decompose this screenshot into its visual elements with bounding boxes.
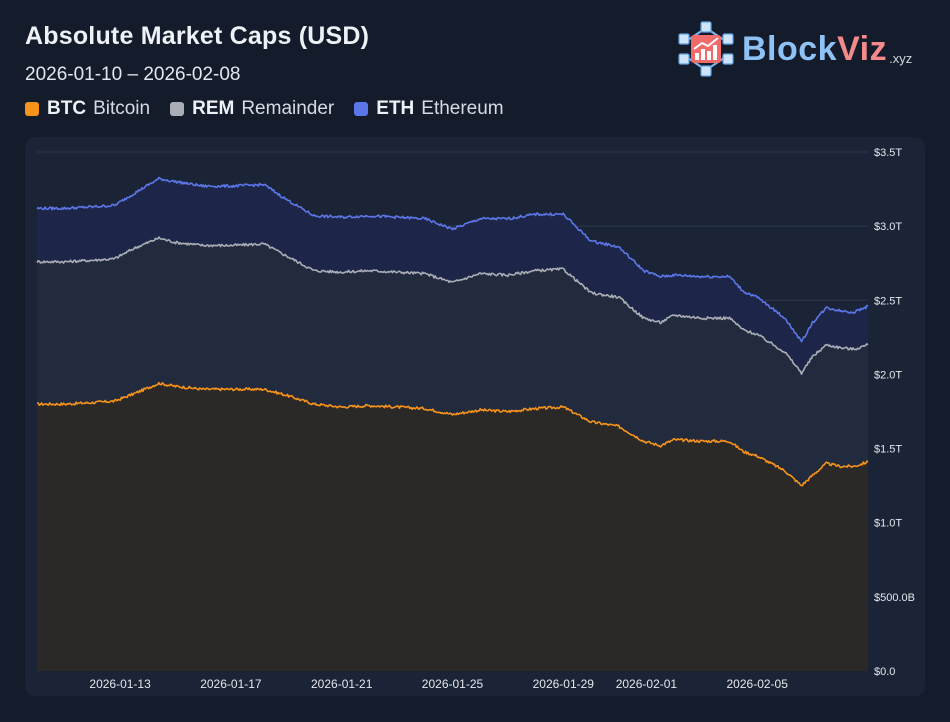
line-rem[interactable] [36,236,869,375]
blockviz-logo-icon [678,21,734,77]
chart-title: Absolute Market Caps (USD) [25,22,370,50]
brand-tld: .xyz [889,51,913,66]
legend-item-btc[interactable]: BTC Bitcoin [25,98,150,120]
x-tick-label: 2026-01-25 [422,677,484,691]
brand-name: BlockViz [742,30,888,68]
y-tick-label: $2.0T [874,369,902,381]
legend-ticker: REM [192,98,235,119]
legend-name: Ethereum [421,98,504,119]
area-btc [37,382,868,671]
brand-logo: BlockViz .xyz [676,20,912,78]
line-eth[interactable] [36,176,869,343]
series-lines [36,176,869,487]
line-btc[interactable] [37,381,869,487]
legend-swatch-eth [354,102,369,116]
x-tick-label: 2026-02-01 [616,677,678,691]
x-tick-label: 2026-02-05 [727,677,789,691]
area-chart[interactable]: $3.5T $3.0T $2.5T $2.0T $1.5T $1.0T $500.0B $0.… [25,137,925,696]
series-areas [37,177,868,671]
legend-ticker: ETH [376,98,415,119]
chart-panel: $3.5T $3.0T $2.5T $2.0T $1.5T $1.0T $500.0B $0.… [25,137,925,696]
legend-item-eth[interactable]: ETH Ethereum [354,98,504,120]
x-tick-label: 2026-01-13 [89,677,151,691]
x-axis: 2026-01-13 2026-01-17 2026-01-21 2026-01-25… [89,677,788,691]
y-tick-label: $2.5T [874,295,902,307]
legend-swatch-rem [170,102,185,116]
legend-name: Remainder [241,98,335,119]
x-tick-label: 2026-01-21 [311,677,373,691]
y-tick-label: $3.0T [874,221,902,233]
y-tick-label: $3.5T [874,147,902,159]
legend-item-rem[interactable]: REM Remainder [170,98,334,120]
x-tick-label: 2026-01-17 [200,677,262,691]
legend: BTC Bitcoin REM Remainder ETH Ethereum [25,98,524,120]
y-tick-label: $1.0T [874,518,902,530]
legend-ticker: BTC [47,98,87,119]
y-tick-label: $1.5T [874,444,902,456]
date-range: 2026-01-10 – 2026-02-08 [25,64,241,85]
legend-name: Bitcoin [93,98,151,119]
y-axis: $3.5T $3.0T $2.5T $2.0T $1.5T $1.0T $500.0B $0.… [874,147,915,678]
y-tick-label: $0.0 [874,666,895,678]
legend-swatch-btc [25,102,39,116]
y-tick-label: $500.0B [874,592,915,604]
x-tick-label: 2026-01-29 [533,677,595,691]
